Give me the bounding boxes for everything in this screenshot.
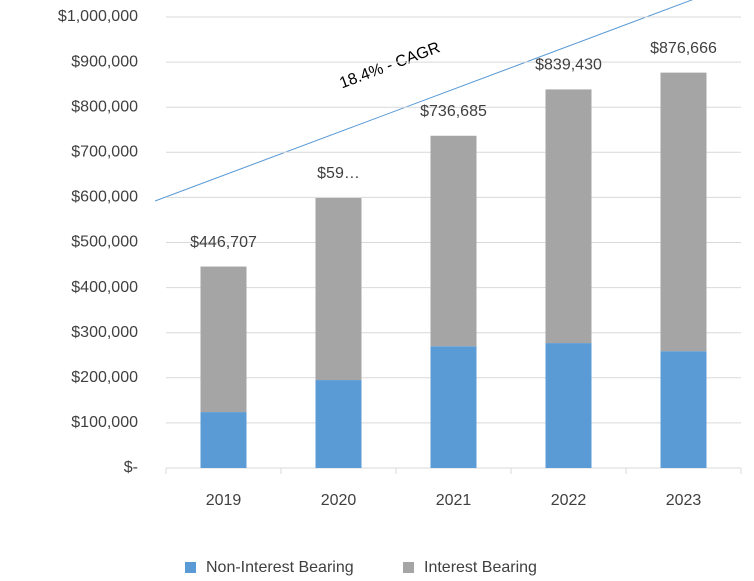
bar-segment: [315, 197, 362, 381]
bar-segment: [430, 135, 477, 347]
y-tick-label: $200,000: [71, 369, 138, 386]
y-tick-label: $-: [124, 459, 138, 476]
bar-segment: [200, 412, 247, 468]
y-tick-label: $300,000: [71, 324, 138, 341]
x-tick-label: 2022: [551, 492, 587, 509]
total-label: $876,666: [650, 40, 717, 57]
bar-segment: [660, 72, 707, 352]
y-tick-label: $400,000: [71, 279, 138, 296]
y-tick-label: $500,000: [71, 234, 138, 251]
y-tick-label: $900,000: [71, 53, 138, 70]
total-label: $839,430: [535, 57, 602, 74]
total-label: $736,685: [420, 103, 487, 120]
bar-segment: [545, 343, 592, 468]
y-tick-label: $1,000,000: [58, 8, 138, 25]
total-label: $446,707: [190, 234, 257, 251]
cagr-annotation: 18.4% - CAGR: [337, 39, 442, 92]
x-tick-label: 2019: [206, 492, 242, 509]
legend-label: Interest Bearing: [424, 559, 537, 576]
y-tick-label: $700,000: [71, 144, 138, 161]
y-tick-label: $100,000: [71, 414, 138, 431]
x-tick-label: 2023: [666, 492, 702, 509]
bar-segment: [545, 89, 592, 344]
y-tick-label: $600,000: [71, 189, 138, 206]
legend-swatch: [185, 562, 196, 573]
bar-segment: [660, 351, 707, 468]
legend-label: Non-Interest Bearing: [206, 559, 354, 576]
cagr-line: [154, 0, 694, 202]
y-tick-label: $800,000: [71, 98, 138, 115]
x-tick-label: 2021: [436, 492, 472, 509]
bar-segment: [200, 266, 247, 413]
bar-segment: [315, 380, 362, 468]
x-tick-label: 2020: [321, 492, 357, 509]
bar-segment: [430, 346, 477, 468]
total-label: $59…: [317, 165, 360, 182]
legend-swatch: [403, 562, 414, 573]
